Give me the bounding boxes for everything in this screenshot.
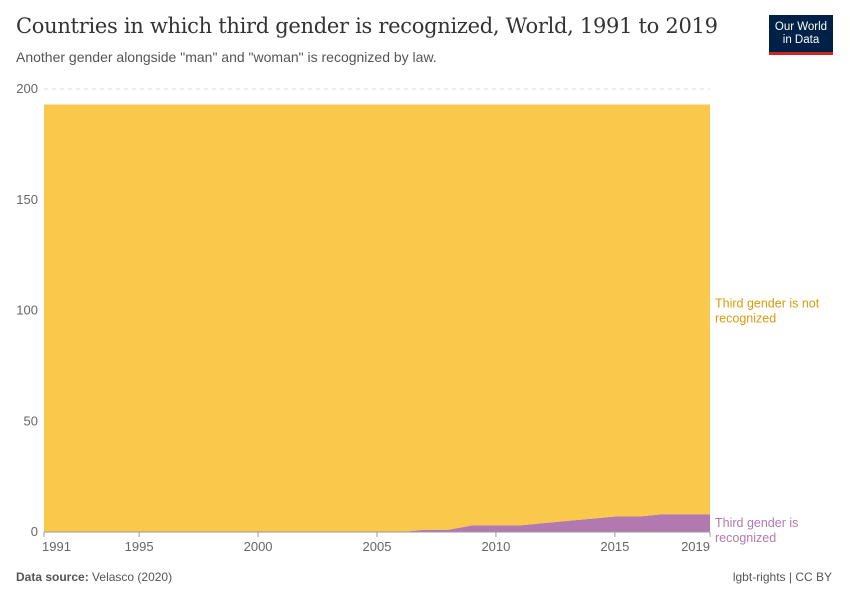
owid-logo[interactable]: Our World in Data bbox=[769, 15, 833, 55]
logo-line-2: in Data bbox=[782, 33, 820, 46]
chart-subtitle: Another gender alongside "man" and "woma… bbox=[16, 49, 437, 65]
series-label-line: recognized bbox=[715, 311, 776, 325]
x-tick-label: 2015 bbox=[600, 539, 629, 554]
license[interactable]: lgbt-rights | CC BY bbox=[732, 570, 832, 584]
chart-title: Countries in which third gender is recog… bbox=[16, 14, 718, 38]
series-label-line: Third gender is bbox=[715, 516, 798, 530]
area-series-recognized bbox=[44, 514, 710, 532]
source-link[interactable]: Velasco (2020) bbox=[92, 570, 173, 584]
area-series-not-recognized bbox=[44, 104, 710, 532]
y-tick-label: 0 bbox=[31, 524, 38, 539]
x-tick-label: 2000 bbox=[244, 539, 273, 554]
source-label: Data source: bbox=[16, 570, 89, 584]
series-label-line: recognized bbox=[715, 531, 776, 545]
x-tick-label: 2010 bbox=[481, 539, 510, 554]
y-tick-label: 100 bbox=[16, 303, 38, 318]
x-tick-label: 2019 bbox=[681, 539, 710, 554]
x-tick-label: 1995 bbox=[125, 539, 154, 554]
y-tick-label: 200 bbox=[16, 81, 38, 96]
x-tick-label: 2005 bbox=[363, 539, 392, 554]
y-tick-label: 50 bbox=[24, 413, 38, 428]
series-label: Third gender is recognized bbox=[715, 516, 798, 545]
series-label: Third gender is not recognized bbox=[715, 296, 820, 325]
series-label-line: Third gender is not bbox=[715, 296, 820, 310]
y-tick-label: 150 bbox=[16, 192, 38, 207]
x-tick-label: 1991 bbox=[42, 539, 71, 554]
data-source: Data source: Velasco (2020) bbox=[16, 570, 172, 584]
logo-line-1: Our World bbox=[774, 20, 828, 33]
